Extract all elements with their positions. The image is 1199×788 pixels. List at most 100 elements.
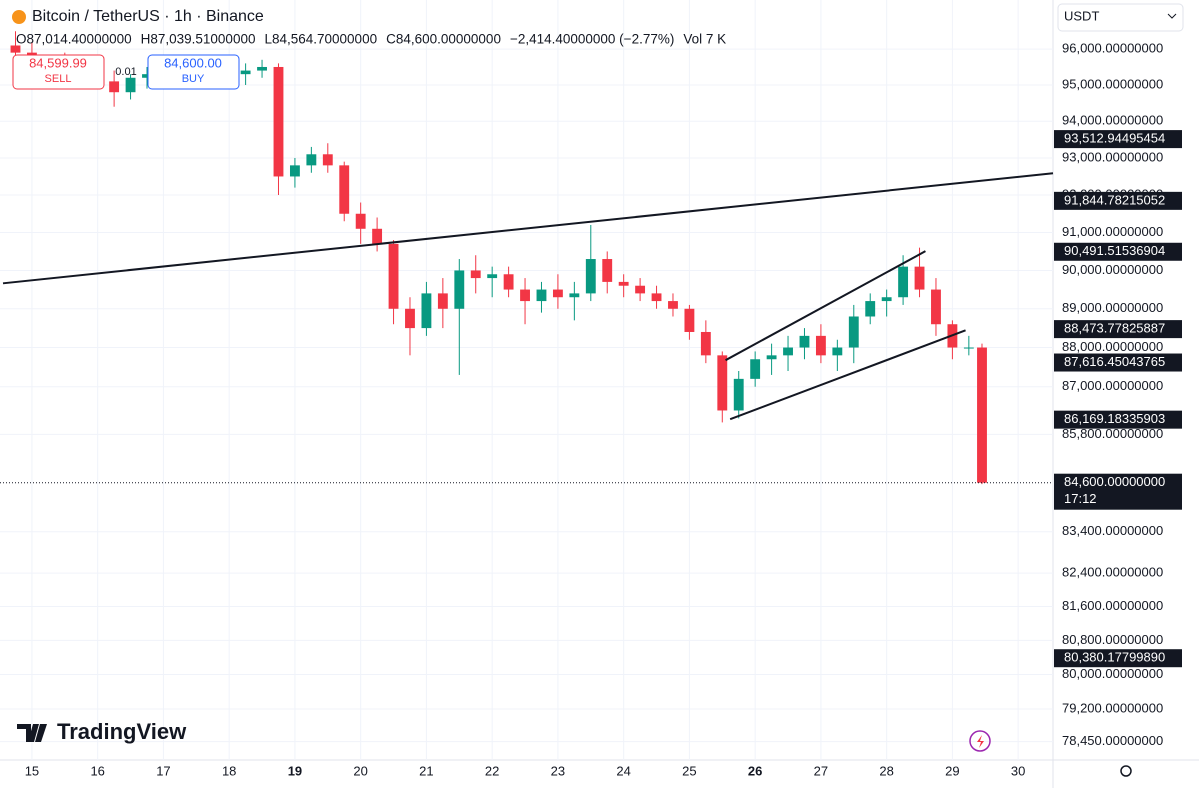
candle-body <box>881 297 892 302</box>
x-tick-label: 21 <box>419 763 433 778</box>
spread: 0.01 <box>115 66 136 78</box>
currency-select[interactable] <box>1057 3 1184 32</box>
y-tick-label: 78,450.00000000 <box>1062 733 1163 748</box>
x-tick-label: 28 <box>879 763 893 778</box>
y-tick-label: 89,000.00000000 <box>1062 300 1163 315</box>
price-label-box <box>1054 242 1182 261</box>
candle-body <box>717 355 728 411</box>
x-tick-label: 15 <box>25 763 39 778</box>
y-tick-label: 96,000.00000000 <box>1062 41 1163 56</box>
candle-body <box>536 289 547 302</box>
logo: TradingView <box>57 719 187 744</box>
sell-button[interactable] <box>12 54 105 90</box>
candle-body <box>125 77 136 93</box>
candle-body <box>142 74 152 78</box>
y-tick-label: 94,000.00000000 <box>1062 113 1163 128</box>
candle-body <box>289 165 300 177</box>
buy-button[interactable] <box>147 54 240 90</box>
sell-price: 84,599.99 <box>29 55 87 70</box>
candle-body <box>783 347 793 356</box>
ohlc-value: H87,039.51000000 <box>141 32 256 47</box>
price-label-box <box>1054 130 1182 149</box>
candle-body <box>865 301 876 317</box>
candle-body <box>470 270 481 279</box>
candle-body <box>602 259 613 282</box>
y-tick-label: 85,800.00000000 <box>1062 426 1163 441</box>
candle-body <box>339 165 350 214</box>
countdown: 17:12 <box>1064 491 1097 506</box>
price-label-box <box>1054 353 1182 372</box>
ohlc-value: −2,414.40000000 (−2.77%) <box>510 32 674 47</box>
price-label: 86,169.18335903 <box>1064 411 1165 426</box>
ohlc-value: L84,564.70000000 <box>264 32 377 47</box>
candle-body <box>963 347 974 349</box>
y-tick-label: 91,000.00000000 <box>1062 224 1163 239</box>
price-label-box <box>1054 320 1182 339</box>
price-label: 80,380.17799890 <box>1064 650 1165 665</box>
candle-body <box>306 154 317 166</box>
settings-icon[interactable] <box>1120 765 1132 777</box>
sell-label: SELL <box>45 73 72 85</box>
candle-body <box>405 308 415 329</box>
candle-body <box>914 266 925 290</box>
x-tick-label: 19 <box>288 763 302 778</box>
x-tick-label: 20 <box>353 763 367 778</box>
price-label: 88,473.77825887 <box>1064 321 1165 336</box>
y-tick-label: 90,000.00000000 <box>1062 262 1163 277</box>
candle-body <box>240 70 251 75</box>
price-label: 91,844.78215052 <box>1064 192 1165 207</box>
price-label: 93,512.94495454 <box>1064 131 1165 146</box>
y-tick-label: 82,400.00000000 <box>1062 565 1163 580</box>
x-tick-label: 30 <box>1011 763 1025 778</box>
candle-body <box>750 359 761 379</box>
x-tick-label: 22 <box>485 763 499 778</box>
ohlc-value: C84,600.00000000 <box>386 32 501 47</box>
last-price-label: 84,600.00000000 <box>1064 474 1165 489</box>
axes: 96,000.00000000 95,000.00000000 94,000.000… <box>25 41 1182 778</box>
price-label-box <box>1054 191 1182 210</box>
candle-body <box>437 293 448 309</box>
candle-body <box>651 293 662 302</box>
candle-body <box>799 335 810 348</box>
candle-body <box>552 289 563 298</box>
trendline <box>729 329 966 421</box>
symbol: Bitcoin / TetherUS · 1h · Binance <box>32 8 264 25</box>
candle-body <box>585 259 596 294</box>
logo-mark <box>17 724 47 742</box>
candle-body <box>372 228 383 244</box>
candle-body <box>898 266 909 298</box>
x-tick-label: 25 <box>682 763 696 778</box>
trendline <box>725 250 926 362</box>
last-price-box <box>1054 473 1182 510</box>
ohlc-value: O87,014.40000000 <box>16 32 132 47</box>
candle-body <box>700 331 711 356</box>
candle-body <box>503 274 514 290</box>
dropdown-arrow <box>1167 13 1177 19</box>
candle-body <box>454 270 465 309</box>
x-tick-label: 27 <box>814 763 828 778</box>
price-label-box <box>1054 410 1182 429</box>
x-tick-label: 17 <box>156 763 170 778</box>
trendline <box>2 172 1054 285</box>
x-tick-label: 26 <box>748 763 762 778</box>
candle-body <box>421 293 432 329</box>
lightning-icon[interactable] <box>969 730 991 752</box>
candle-body <box>733 378 744 411</box>
candle-body <box>766 355 777 360</box>
x-tick-label: 24 <box>616 763 630 778</box>
x-tick-label: 18 <box>222 763 236 778</box>
candle-body <box>931 289 941 325</box>
candle-body <box>684 308 695 332</box>
price-label: 87,616.45043765 <box>1064 354 1165 369</box>
y-tick-label: 93,000.00000000 <box>1062 149 1163 164</box>
candle-body <box>618 281 629 286</box>
y-tick-label: 79,200.00000000 <box>1062 700 1163 715</box>
candle-body <box>322 154 333 166</box>
price-label: 90,491.51536904 <box>1064 243 1165 258</box>
coin-icon <box>12 10 26 24</box>
y-tick-label: 80,000.00000000 <box>1062 666 1163 681</box>
y-tick-label: 88,000.00000000 <box>1062 339 1163 354</box>
currency: USDT <box>1064 8 1099 23</box>
